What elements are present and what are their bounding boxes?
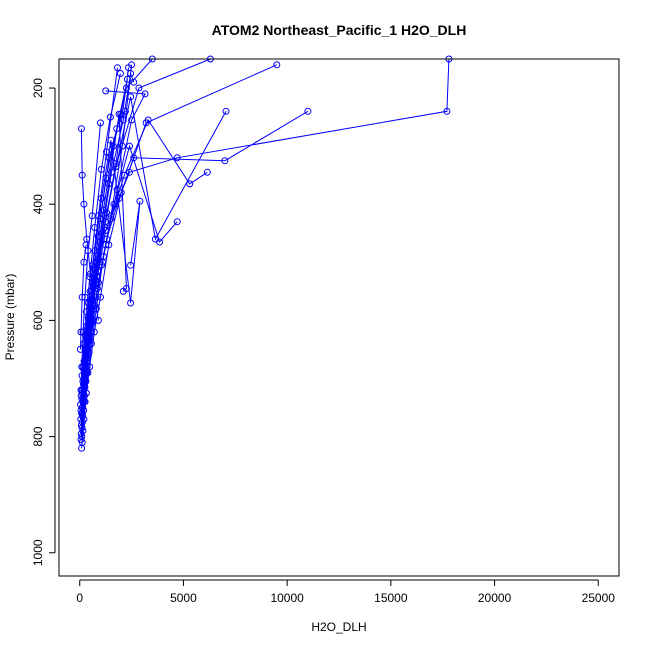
x-tick-label: 25000 [582,591,616,605]
data-point [78,433,86,441]
data-point [79,328,87,336]
series-layer [76,55,453,452]
y-tick-label: 800 [31,426,45,446]
data-point [273,61,281,69]
series-line [80,128,99,321]
data-point [121,107,129,115]
data-point [443,107,451,115]
data-point [221,157,229,165]
series-line [80,122,101,391]
data-point [91,224,99,231]
data-point [77,125,85,133]
chart-title: ATOM2 Northeast_Pacific_1 H2O_DLH [212,22,467,38]
data-point [83,235,91,243]
data-point [77,328,85,336]
data-point [186,180,194,188]
data-point [173,154,181,162]
data-point [110,200,118,208]
data-point [304,107,312,115]
data-point [116,70,124,77]
data-point [173,218,181,226]
data-point [78,363,86,371]
data-point [112,160,120,168]
data-point [102,241,110,249]
data-point [115,194,123,202]
data-point [135,84,143,92]
data-point [127,299,135,307]
data-point [136,197,144,205]
data-point [127,261,135,269]
data-point [119,116,127,124]
data-point [99,206,107,214]
y-axis-label: Pressure (mbar) [3,274,17,361]
data-point [222,107,230,115]
y-tick-label: 1000 [31,539,45,566]
data-point [94,316,102,324]
data-point [81,293,89,301]
series-20 [77,119,104,394]
data-point [92,258,100,266]
x-tick-label: 5000 [170,591,197,605]
series-line [81,58,153,394]
data-point [80,200,88,208]
data-point [127,93,135,101]
data-point [78,171,86,179]
data-point [114,64,121,72]
data-point [97,293,104,301]
data-point [87,296,95,304]
data-point [97,119,104,127]
data-point [88,212,96,220]
data-point [76,345,84,353]
data-point [122,84,130,92]
data-point [102,87,110,95]
data-point [109,142,117,150]
data-point [118,142,126,150]
x-tick-label: 20000 [478,591,512,605]
y-tick-label: 200 [31,78,45,98]
data-point [87,270,94,278]
x-axis-label: H2O_DLH [311,620,366,634]
data-point [77,386,85,394]
y-tick-label: 600 [31,310,45,330]
series-21 [77,125,102,324]
data-point [125,64,132,72]
x-tick-label: 0 [76,591,83,605]
data-point [119,287,127,295]
x-tick-label: 10000 [270,591,304,605]
plot-frame [58,58,620,577]
data-point [144,116,152,124]
data-point [113,186,121,194]
data-point [128,116,136,124]
x-tick-label: 15000 [374,591,408,605]
y-tick-label: 400 [31,194,45,214]
y-axis: 200 400 600 800 1000 [31,78,56,566]
data-point [103,148,110,156]
data-point [156,238,164,246]
data-point [203,168,211,176]
x-axis: 0 5000 10000 15000 20000 25000 [76,579,616,605]
data-point [141,90,149,98]
